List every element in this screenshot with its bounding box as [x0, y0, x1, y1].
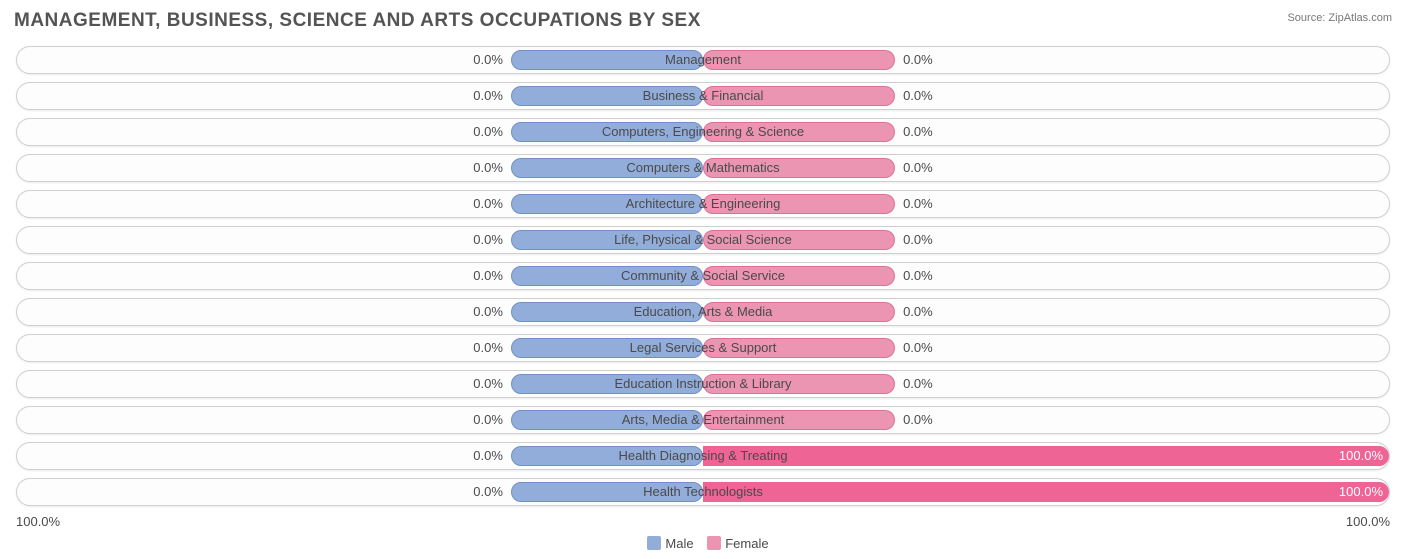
legend-female-label: Female — [725, 536, 768, 551]
x-axis: 100.0% 100.0% — [16, 514, 1390, 532]
male-value-label: 0.0% — [473, 88, 503, 103]
female-value-label: 0.0% — [903, 376, 933, 391]
male-swatch — [647, 536, 661, 550]
female-value-label: 0.0% — [903, 304, 933, 319]
male-value-label: 0.0% — [473, 124, 503, 139]
male-value-label: 0.0% — [473, 376, 503, 391]
category-label: Health Diagnosing & Treating — [618, 448, 787, 463]
chart-row: 0.0% 0.0% Business & Financial — [16, 82, 1390, 110]
chart-row: 0.0% 0.0% Arts, Media & Entertainment — [16, 406, 1390, 434]
male-value-label: 0.0% — [473, 412, 503, 427]
chart-row: 0.0% 0.0% Legal Services & Support — [16, 334, 1390, 362]
chart-row: 0.0% 0.0% Management — [16, 46, 1390, 74]
male-value-label: 0.0% — [473, 268, 503, 283]
chart-row: 0.0% 0.0% Education, Arts & Media — [16, 298, 1390, 326]
category-label: Computers & Mathematics — [626, 160, 779, 175]
axis-right-label: 100.0% — [1346, 514, 1390, 529]
female-value-label: 0.0% — [903, 412, 933, 427]
category-label: Health Technologists — [643, 484, 763, 499]
male-value-label: 0.0% — [473, 160, 503, 175]
chart-row: 0.0% 0.0% Computers, Engineering & Science — [16, 118, 1390, 146]
category-label: Community & Social Service — [621, 268, 785, 283]
female-value-label: 0.0% — [903, 88, 933, 103]
category-label: Life, Physical & Social Science — [614, 232, 792, 247]
male-value-label: 0.0% — [473, 232, 503, 247]
male-value-label: 0.0% — [473, 304, 503, 319]
male-value-label: 0.0% — [473, 448, 503, 463]
axis-left-label: 100.0% — [16, 514, 60, 529]
legend-male-label: Male — [665, 536, 693, 551]
male-value-label: 0.0% — [473, 196, 503, 211]
chart-row: 0.0% 0.0% Computers & Mathematics — [16, 154, 1390, 182]
female-value-label: 0.0% — [903, 124, 933, 139]
category-label: Business & Financial — [643, 88, 764, 103]
chart-row: 0.0% 0.0% Education Instruction & Library — [16, 370, 1390, 398]
male-value-label: 0.0% — [473, 52, 503, 67]
female-bar — [703, 482, 1389, 502]
category-label: Computers, Engineering & Science — [602, 124, 804, 139]
female-bar — [703, 446, 1389, 466]
chart-row: 0.0% 100.0% Health Technologists — [16, 478, 1390, 506]
male-value-label: 0.0% — [473, 484, 503, 499]
female-value-label: 0.0% — [903, 232, 933, 247]
category-label: Management — [665, 52, 741, 67]
female-value-label: 100.0% — [1339, 448, 1383, 463]
female-value-label: 0.0% — [903, 340, 933, 355]
female-value-label: 0.0% — [903, 160, 933, 175]
category-label: Education, Arts & Media — [634, 304, 773, 319]
category-label: Arts, Media & Entertainment — [622, 412, 785, 427]
legend: Male Female — [12, 536, 1394, 551]
category-label: Education Instruction & Library — [614, 376, 791, 391]
female-swatch — [707, 536, 721, 550]
female-value-label: 0.0% — [903, 52, 933, 67]
female-value-label: 0.0% — [903, 196, 933, 211]
chart-row: 0.0% 100.0% Health Diagnosing & Treating — [16, 442, 1390, 470]
female-value-label: 100.0% — [1339, 484, 1383, 499]
chart-row: 0.0% 0.0% Community & Social Service — [16, 262, 1390, 290]
source-label: Source: ZipAtlas.com — [1287, 12, 1392, 24]
female-value-label: 0.0% — [903, 268, 933, 283]
chart-row: 0.0% 0.0% Life, Physical & Social Science — [16, 226, 1390, 254]
chart-row: 0.0% 0.0% Architecture & Engineering — [16, 190, 1390, 218]
category-label: Architecture & Engineering — [626, 196, 781, 211]
chart-title: MANAGEMENT, BUSINESS, SCIENCE AND ARTS O… — [14, 10, 1394, 32]
male-value-label: 0.0% — [473, 340, 503, 355]
chart-rows: 0.0% 0.0% Management 0.0% 0.0% Business & Fin… — [16, 46, 1390, 506]
category-label: Legal Services & Support — [630, 340, 777, 355]
